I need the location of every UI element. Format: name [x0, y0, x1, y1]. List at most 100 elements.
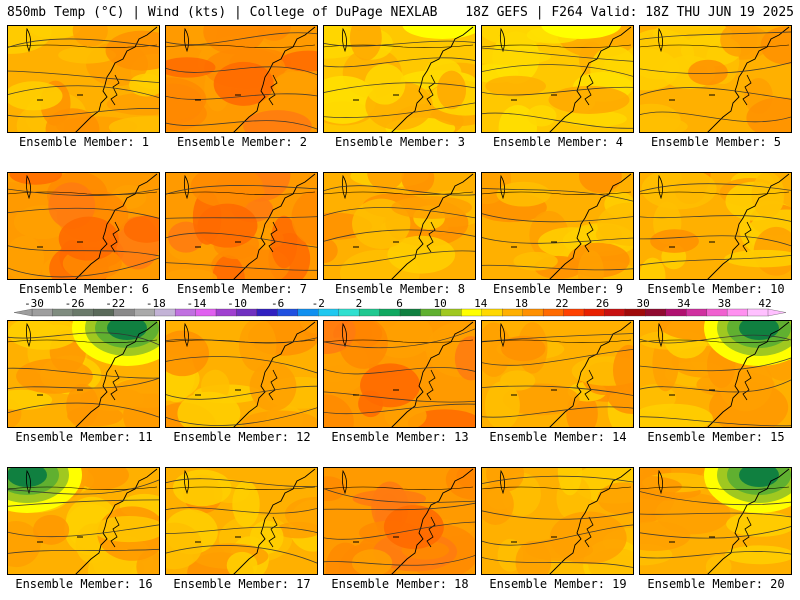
height-contour — [165, 232, 318, 248]
temperature-blob — [349, 25, 382, 61]
state-border — [323, 191, 474, 195]
colorbar-tick-label: 18 — [514, 297, 528, 310]
height-contour — [7, 377, 160, 390]
height-contour — [165, 262, 318, 271]
height-contour — [481, 510, 634, 520]
chesapeake-bay — [742, 74, 752, 106]
ensemble-panel — [323, 172, 476, 280]
colorbar-swatch — [338, 308, 360, 317]
ensemble-member-label: Ensemble Member: 6 — [18, 282, 150, 296]
ensemble-member-label: Ensemble Member: 11 — [15, 430, 153, 444]
temperature-blob — [274, 71, 318, 96]
height-contour — [323, 250, 476, 266]
ensemble-panel — [165, 467, 318, 575]
height-contour — [165, 216, 318, 219]
temperature-blob — [177, 391, 241, 428]
colorbar-swatch — [215, 308, 238, 317]
temperature-blob — [401, 172, 435, 195]
temperature-blob — [215, 172, 253, 212]
state-border — [481, 339, 632, 343]
height-contour — [165, 185, 318, 195]
state-border — [165, 44, 316, 48]
height-contour — [7, 257, 160, 278]
temperature-map — [323, 320, 476, 428]
height-contour — [639, 183, 792, 193]
temperature-map — [481, 467, 634, 575]
warm-core — [383, 505, 444, 550]
temperature-blob — [549, 511, 627, 565]
lake-outline — [657, 27, 663, 53]
colorbar-swatch — [93, 308, 115, 317]
temperature-blob — [7, 81, 63, 111]
ensemble-panel — [481, 467, 634, 575]
colorbar-tick-label: -6 — [271, 297, 285, 310]
temperature-blob — [323, 394, 354, 428]
coastline — [232, 26, 316, 133]
height-contour — [165, 507, 318, 514]
cool-airmass — [107, 320, 147, 340]
ensemble-member-label: Ensemble Member: 5 — [650, 135, 782, 149]
height-contour — [165, 407, 318, 426]
temperature-blob — [639, 403, 713, 428]
height-contour — [481, 475, 634, 485]
state-border — [323, 486, 474, 490]
height-contour — [639, 357, 792, 372]
chesapeake-bay — [426, 74, 436, 106]
colorbar-swatch — [195, 308, 217, 317]
temperature-map — [481, 320, 634, 428]
lake-outline — [499, 322, 505, 348]
chesapeake-bay — [110, 516, 120, 548]
colorbar-swatch — [277, 308, 299, 317]
temperature-blob — [226, 551, 258, 575]
chart-title: 850mb Temp (°C) | Wind (kts) | College o… — [7, 5, 438, 20]
temperature-blob — [165, 522, 203, 570]
ensemble-member-label: Ensemble Member: 9 — [492, 282, 624, 296]
temperature-blob — [612, 344, 634, 395]
valid-time: 18Z GEFS | F264 Valid: 18Z THU JUN 19 20… — [465, 5, 794, 20]
temperature-blob — [557, 467, 583, 496]
temperature-blob — [387, 235, 456, 274]
ensemble-panel — [7, 320, 160, 428]
warm-core — [58, 216, 119, 261]
colorbar-swatch — [72, 308, 94, 317]
lake-outline — [499, 27, 505, 53]
height-contour — [323, 185, 476, 196]
colorbar-tick-label: 14 — [474, 297, 488, 310]
temperature-blob — [165, 268, 218, 280]
temperature-blob — [45, 108, 100, 133]
ensemble-member-label: Ensemble Member: 15 — [647, 430, 785, 444]
colorbar-tick-label: -10 — [227, 297, 247, 310]
ensemble-member-label: Ensemble Member: 18 — [331, 577, 469, 591]
coastline — [390, 321, 474, 428]
height-contour — [323, 229, 476, 242]
lake-outline — [341, 27, 347, 53]
ensemble-panel — [7, 172, 160, 280]
temperature-blob — [481, 483, 514, 525]
chesapeake-bay — [742, 516, 752, 548]
ensemble-member-label: Ensemble Member: 1 — [18, 135, 150, 149]
colorbar-swatch — [522, 308, 544, 317]
temperature-blob — [639, 475, 682, 498]
lake-outline — [183, 322, 189, 348]
cool-airmass — [402, 25, 476, 39]
height-contour — [639, 254, 792, 266]
temperature-blob — [212, 255, 245, 280]
chesapeake-bay — [584, 369, 594, 401]
temperature-blob — [165, 330, 209, 377]
temperature-blob — [7, 25, 52, 54]
height-contour — [165, 478, 318, 487]
state-border — [481, 44, 632, 48]
ensemble-member-label: Ensemble Member: 3 — [334, 135, 466, 149]
temperature-blob — [239, 320, 277, 372]
temperature-map — [165, 25, 318, 133]
height-contour — [165, 545, 318, 565]
colorbar-tick-label: 26 — [595, 297, 610, 310]
temperature-blob — [563, 110, 627, 127]
temperature-map — [323, 172, 476, 280]
height-contour — [7, 402, 160, 419]
height-contour — [639, 111, 792, 123]
colorbar-swatch — [31, 308, 54, 317]
coastline — [548, 321, 632, 428]
temperature-map — [481, 25, 634, 133]
height-contour — [7, 332, 160, 346]
